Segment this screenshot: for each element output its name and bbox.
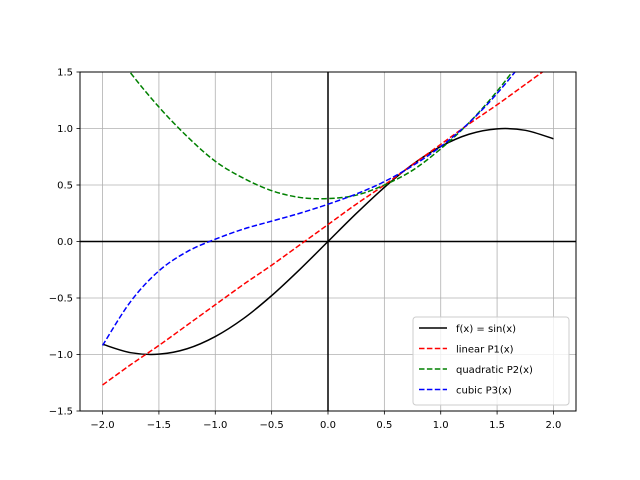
x-tick-label: 0.5	[376, 420, 392, 431]
x-tick-label: 0.0	[320, 420, 336, 431]
legend: f(x) = sin(x) linear P1(x) quadratic P2(x)…	[412, 316, 570, 406]
series-line-1	[102, 127, 554, 356]
series-line-2	[102, 72, 544, 386]
legend-label: linear P1(x)	[456, 345, 514, 356]
y-tick-label: −1.5	[49, 407, 73, 418]
y-tick-label: 0.0	[57, 237, 73, 248]
x-tick-label: −2.0	[90, 420, 114, 431]
y-tick-label: −1.0	[49, 350, 73, 361]
y-tick-label: 1.0	[57, 124, 73, 135]
series-line-4	[101, 72, 516, 346]
x-tick-label: 1.5	[489, 420, 505, 431]
y-tick-label: 1.5	[57, 68, 73, 79]
legend-label: cubic P3(x)	[456, 386, 512, 397]
x-tick-label: 1.0	[433, 420, 449, 431]
series-layer	[101, 72, 554, 386]
x-tick-label: −1.5	[147, 420, 171, 431]
legend-label: f(x) = sin(x)	[456, 324, 516, 335]
x-tick-label: −1.0	[203, 420, 227, 431]
x-tick-label: −0.5	[259, 420, 283, 431]
y-tick-label: 0.5	[57, 181, 73, 192]
y-tick-label: −0.5	[49, 294, 73, 305]
ticks: −2.0 −1.5 −1.0 −0.5 0.0 0.5 1.0 1.5 2.0 −1.5 −1.0 −…	[49, 68, 562, 432]
legend-box	[412, 316, 570, 406]
x-tick-label: 2.0	[546, 420, 562, 431]
legend-label: quadratic P2(x)	[456, 365, 533, 376]
